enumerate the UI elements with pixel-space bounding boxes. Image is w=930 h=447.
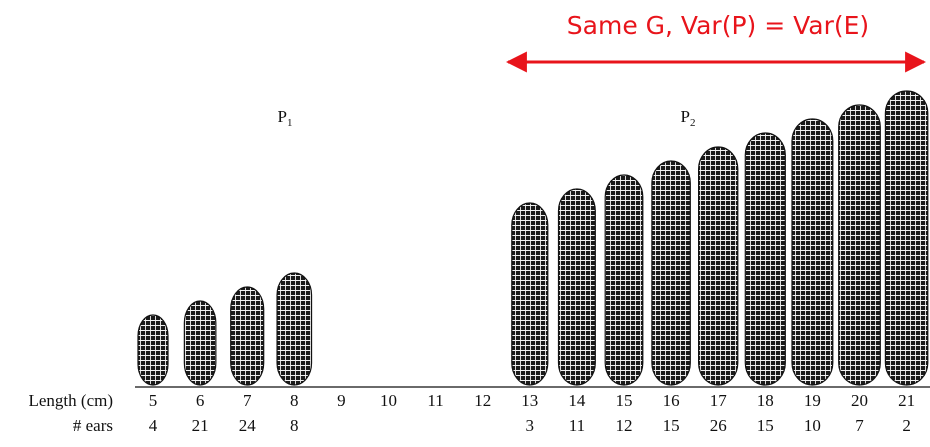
group-label: P2 bbox=[681, 107, 696, 129]
ear-count: 15 bbox=[663, 416, 680, 435]
length-label: 15 bbox=[616, 391, 633, 410]
length-label: 7 bbox=[243, 391, 252, 410]
row-label: Length (cm) bbox=[29, 391, 114, 410]
corn-ear bbox=[230, 286, 265, 386]
ear-count: 15 bbox=[757, 416, 774, 435]
corn-ear bbox=[604, 174, 644, 386]
ear-count: 2 bbox=[902, 416, 911, 435]
length-label: 19 bbox=[804, 391, 821, 410]
length-label: 12 bbox=[474, 391, 491, 410]
annotation: Same G, Var(P) = Var(E) bbox=[567, 11, 869, 40]
group-label: P1 bbox=[278, 107, 293, 129]
corn-ear bbox=[276, 272, 313, 386]
ear-count: 12 bbox=[616, 416, 633, 435]
ear-count: 10 bbox=[804, 416, 821, 435]
length-label: 18 bbox=[757, 391, 774, 410]
length-label: 6 bbox=[196, 391, 205, 410]
ear-count: 3 bbox=[526, 416, 535, 435]
length-label: 5 bbox=[149, 391, 158, 410]
ear-count: 26 bbox=[710, 416, 727, 435]
length-label: 20 bbox=[851, 391, 868, 410]
corn-ear bbox=[183, 300, 217, 386]
corn-ear bbox=[744, 132, 786, 386]
length-label: 21 bbox=[898, 391, 915, 410]
length-label: 14 bbox=[568, 391, 586, 410]
ear-count: 7 bbox=[855, 416, 864, 435]
length-label: 17 bbox=[710, 391, 728, 410]
ear-count: 8 bbox=[290, 416, 299, 435]
corn-ear bbox=[137, 314, 169, 386]
length-label: 9 bbox=[337, 391, 346, 410]
ear-count: 24 bbox=[239, 416, 257, 435]
corn-ear bbox=[791, 118, 834, 386]
length-label: 13 bbox=[521, 391, 538, 410]
corn-ear bbox=[557, 188, 596, 386]
ear-count: 21 bbox=[192, 416, 209, 435]
length-label: 16 bbox=[663, 391, 680, 410]
row-label: # ears bbox=[73, 416, 113, 435]
corn-ear bbox=[651, 160, 691, 386]
ear-count: 4 bbox=[149, 416, 158, 435]
corn-ear bbox=[697, 146, 739, 386]
length-label: 8 bbox=[290, 391, 299, 410]
length-label: 10 bbox=[380, 391, 397, 410]
length-label: 11 bbox=[427, 391, 443, 410]
corn-ear bbox=[511, 202, 549, 386]
corn-ear bbox=[838, 104, 881, 386]
corn-ear bbox=[884, 90, 929, 386]
ear-count: 11 bbox=[569, 416, 585, 435]
